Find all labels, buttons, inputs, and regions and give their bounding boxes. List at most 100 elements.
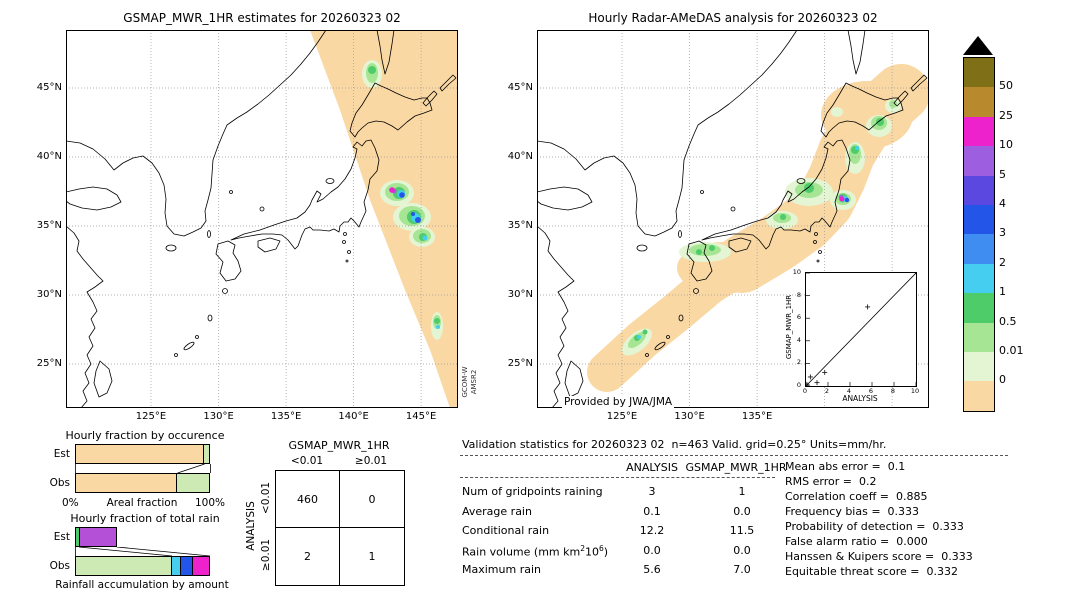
- totalrain-bar-obs: [75, 556, 210, 576]
- bar-segment-blue: [181, 557, 194, 575]
- colorbar-tick-label: 5: [999, 167, 1006, 181]
- axis-title: Areal fraction: [106, 497, 178, 509]
- bar-segment-cyan: [171, 557, 182, 575]
- stats-row-label: Num of gridpoints raining: [462, 485, 603, 498]
- totalrain-connectors: [75, 547, 211, 556]
- axis-max-label: 100%: [194, 497, 226, 509]
- data-credit: Provided by JWA/JMA: [562, 396, 675, 408]
- totalrain-row-label-obs: Obs: [49, 560, 70, 572]
- lat-tick-label: 40°N: [36, 151, 62, 162]
- gsmap-estimate-map: [66, 30, 458, 408]
- divider: [460, 477, 775, 478]
- gsmap-value: 11.5: [729, 524, 755, 537]
- lat-tick-label: 45°N: [507, 82, 533, 93]
- lat-tick-label: 35°N: [507, 220, 533, 231]
- radar-analysis-map: [537, 30, 929, 408]
- sensor-watermark-amsr2: AMSR2: [470, 369, 478, 395]
- metric-line: Mean abs error = 0.1: [785, 460, 906, 473]
- divider: [460, 455, 1008, 456]
- gsmap-value: 1: [738, 485, 746, 498]
- radar-coverage: [587, 64, 929, 392]
- bar-segment-palegreen: [76, 557, 172, 575]
- stats-row: Conditional rain 12.2 11.5: [462, 524, 792, 544]
- colorbar-cell: [964, 381, 994, 411]
- lon-tick-label: 135°E: [741, 411, 773, 422]
- analysis-value: 5.6: [643, 563, 661, 576]
- metric-line: Frequency bias = 0.333: [785, 505, 920, 518]
- metric-line: Hanssen & Kuipers score = 0.333: [785, 550, 973, 563]
- contingency-axis-label: ANALYSIS: [245, 501, 257, 551]
- stats-row-label: Conditional rain: [462, 524, 550, 537]
- sensor-watermark-gcomw: GCOM-W: [461, 366, 469, 398]
- scatter-plot: [804, 272, 917, 388]
- colorbar-tick-label: 4: [999, 197, 1006, 210]
- lat-tick-label: 40°N: [507, 151, 533, 162]
- bar-segment-magenta: [193, 557, 209, 575]
- validation-metrics: Mean abs error = 0.1 RMS error = 0.2 Corre…: [785, 460, 1020, 580]
- satellite-swath: [310, 30, 458, 408]
- occurrence-bar-obs: [75, 473, 210, 493]
- colorbar-tick-label: 3: [999, 226, 1006, 240]
- analysis-column-header: ANALYSIS: [626, 461, 678, 474]
- lon-tick-label: 135°E: [270, 411, 302, 422]
- totalrain-bar-est: [75, 527, 117, 547]
- colorbar-tick-label: 0: [999, 373, 1006, 387]
- colorbar-cell: [964, 146, 994, 176]
- lon-tick-label: 130°E: [203, 411, 234, 422]
- lon-tick-label: 125°E: [606, 411, 638, 422]
- bar-segment-palegreen: [177, 474, 209, 492]
- bar-segment-tan: [76, 445, 204, 463]
- totalrain-chart-title: Hourly fraction of total rain: [70, 512, 220, 525]
- analysis-value: 0.0: [643, 543, 661, 557]
- left-map-title: GSMAP_MWR_1HR estimates for 20260323 02: [123, 11, 401, 25]
- colorbar-cell: [964, 116, 994, 147]
- bar-segment-violet: [79, 528, 116, 546]
- metric-line: RMS error = 0.2: [785, 475, 877, 488]
- colorbar-cell: [964, 58, 994, 88]
- contingency-col-header-2: ≥0.01: [354, 455, 388, 467]
- lat-tick-label: 30°N: [36, 289, 62, 300]
- bar-segment-tan: [76, 474, 178, 492]
- bar-segment-palegreen: [203, 445, 209, 463]
- colorbar-tick-label: 10: [999, 138, 1013, 152]
- occurrence-bar-est: [75, 444, 210, 464]
- contingency-table: 460 0 2 1: [275, 470, 405, 586]
- stats-row-label: Rain volume (mm km2106): [462, 543, 609, 559]
- contingency-cell-d: 1: [368, 550, 376, 563]
- gsmap-column-header: GSMAP_MWR_1HR: [685, 461, 787, 474]
- contingency-cell-c: 2: [276, 528, 340, 585]
- colorbar-cell: [964, 175, 994, 205]
- totalrain-caption: Rainfall accumulation by amount: [55, 579, 229, 591]
- gsmap-value: 7.0: [733, 563, 751, 576]
- colorbar-tick-label: 0.5: [999, 314, 1017, 328]
- occurrence-row-label-obs: Obs: [49, 477, 70, 489]
- stats-row: Average rain 0.1 0.0: [462, 505, 792, 525]
- inset-xlabel: ANALYSIS: [842, 394, 878, 403]
- colorbar-cell: [964, 263, 994, 294]
- stats-row: Num of gridpoints raining 3 1: [462, 485, 792, 505]
- axis-min-label: 0%: [62, 497, 79, 509]
- lon-tick-label: 125°E: [135, 411, 167, 422]
- colorbar-tick-label: 25: [999, 108, 1013, 122]
- contingency-row-header-2: ≥0.01: [260, 538, 272, 572]
- bar-segment-green: [76, 528, 80, 546]
- contingency-title: GSMAP_MWR_1HR: [288, 439, 390, 452]
- validation-title: Validation statistics for 20260323 02 n=…: [462, 438, 887, 451]
- stats-row-label: Average rain: [462, 504, 532, 518]
- stats-row: Maximum rain 5.6 7.0: [462, 563, 792, 583]
- lat-tick-label: 45°N: [36, 82, 62, 93]
- lat-tick-label: 35°N: [36, 220, 62, 231]
- analysis-value: 3: [648, 485, 656, 498]
- analysis-value: 0.1: [643, 504, 661, 518]
- colorbar-cell: [964, 234, 994, 264]
- colorbar-cell: [964, 204, 994, 235]
- colorbar-cell: [964, 351, 994, 382]
- colorbar-overflow-triangle: [963, 36, 993, 55]
- metric-line: False alarm ratio = 0.000: [785, 535, 928, 548]
- precipitation-cells: [362, 60, 443, 340]
- contingency-cell-b: 0: [340, 471, 404, 528]
- colorbar-tick-label: 2: [999, 255, 1006, 269]
- colorbar: [963, 57, 995, 412]
- inset-ylabel: GSMAP_MWR_1HR: [785, 294, 793, 360]
